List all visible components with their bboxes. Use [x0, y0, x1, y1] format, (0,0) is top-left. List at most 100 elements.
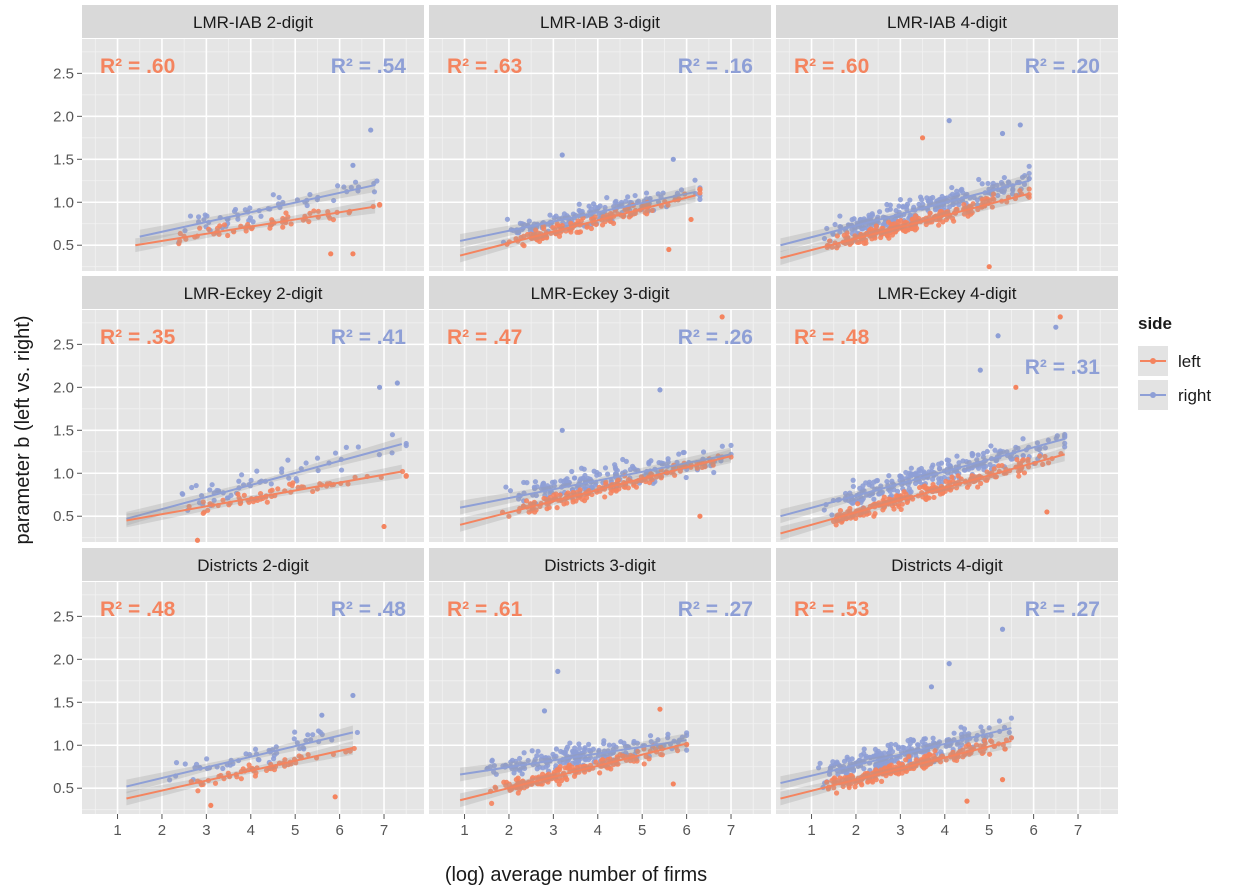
y-tick-label: 0.5 [53, 508, 74, 525]
data-point-right [280, 199, 286, 206]
panel-background [82, 39, 424, 271]
data-point-right [859, 226, 865, 232]
fit-line-right [459, 453, 732, 509]
panel-background [776, 310, 1118, 542]
data-point-right [335, 183, 341, 189]
x-tick-label: 1 [807, 822, 815, 839]
r2-right-label: R² = .31 [1025, 356, 1101, 379]
y-tick-label: 1.0 [53, 194, 74, 211]
data-point-right [860, 495, 866, 502]
data-point-right [532, 486, 538, 492]
x-tick-label: 3 [202, 822, 210, 839]
data-point-left [895, 501, 901, 508]
panel-strip [82, 548, 424, 581]
data-point-right [824, 225, 830, 232]
data-point-right [630, 465, 637, 471]
data-point-right [571, 475, 578, 481]
data-point-left [990, 196, 996, 202]
panel-strip [776, 5, 1118, 38]
panel-3: LMR-IAB 4-digit R² = .60 R² = .20 [776, 5, 1118, 271]
data-point-right [999, 130, 1006, 137]
data-point-left [557, 764, 563, 770]
r2-right-label: R² = .27 [1025, 598, 1100, 621]
data-point-right [1020, 452, 1026, 459]
data-point-right [189, 484, 195, 491]
data-point-left [235, 491, 241, 497]
data-point-left [990, 191, 997, 197]
data-point-left [1040, 461, 1046, 467]
data-point-right [182, 761, 188, 767]
x-tick-label: 3 [896, 822, 904, 839]
panel-title: LMR-IAB 3-digit [540, 13, 660, 32]
data-point-right [252, 746, 259, 752]
data-point-right [503, 484, 509, 490]
data-point-right [204, 756, 210, 762]
data-point-left [234, 774, 240, 780]
data-point-left [873, 223, 879, 229]
r2-right-label: R² = .26 [678, 326, 753, 349]
panel-title: Districts 4-digit [891, 556, 1003, 575]
data-point-right [279, 469, 285, 475]
data-point-left [200, 510, 206, 516]
r2-right-label: R² = .41 [331, 326, 407, 349]
data-point-right [945, 461, 951, 467]
panel-5: LMR-Eckey 3-digit R² = .47 R² = .26 [429, 276, 771, 542]
data-point-right [618, 739, 624, 745]
data-point-left [221, 222, 228, 228]
data-point-right [220, 765, 226, 772]
panel-strip [429, 5, 771, 38]
data-point-left [903, 757, 909, 763]
data-point-right [643, 190, 650, 196]
data-point-right [994, 457, 1000, 463]
data-point-right [214, 487, 220, 494]
data-point-right [569, 468, 575, 475]
legend-dot-right [1150, 392, 1156, 398]
data-point-left [345, 481, 351, 487]
panel-2: LMR-IAB 3-digit R² = .63 R² = .16 [429, 5, 771, 271]
data-point-left [275, 486, 281, 492]
data-point-right [559, 152, 565, 158]
fit-line-left [780, 192, 1030, 260]
data-point-left [864, 511, 870, 517]
data-point-left [999, 777, 1006, 783]
data-point-right [980, 450, 987, 456]
data-point-left [666, 246, 672, 253]
data-point-right [908, 465, 914, 471]
data-point-right [852, 227, 858, 233]
data-point-right [939, 193, 945, 200]
fit-line-left [126, 470, 402, 522]
data-point-left [848, 515, 854, 521]
data-point-right [354, 729, 360, 736]
data-point-right [394, 380, 400, 386]
data-point-left [891, 221, 897, 227]
data-point-right [1053, 435, 1059, 441]
data-point-right [341, 184, 347, 190]
data-point-right [988, 443, 994, 449]
data-point-right [985, 180, 991, 187]
data-point-left [886, 235, 892, 241]
data-point-left [881, 494, 887, 500]
data-point-right [235, 216, 241, 222]
data-point-right [1042, 445, 1048, 451]
data-point-right [928, 684, 935, 690]
data-point-right [837, 213, 843, 219]
data-point-right [532, 479, 539, 485]
data-point-left [902, 228, 908, 234]
data-point-right [941, 474, 947, 481]
data-point-left [257, 490, 264, 497]
data-point-right [202, 212, 208, 218]
data-point-left [926, 486, 933, 492]
data-point-left [310, 488, 316, 495]
data-point-right [247, 215, 254, 221]
data-point-right [868, 215, 874, 221]
fit-line-left [780, 453, 1065, 535]
data-point-left [264, 499, 270, 505]
data-point-left [641, 761, 647, 767]
data-point-left [271, 767, 278, 773]
data-point-right [1026, 163, 1032, 169]
data-point-left [986, 264, 992, 270]
data-point-left [871, 234, 877, 240]
data-point-right [837, 224, 843, 230]
data-point-right [348, 184, 354, 191]
panel-1: LMR-IAB 2-digit R² = .60 R² = .54 0.5 1.0 1.5… [53, 5, 424, 271]
